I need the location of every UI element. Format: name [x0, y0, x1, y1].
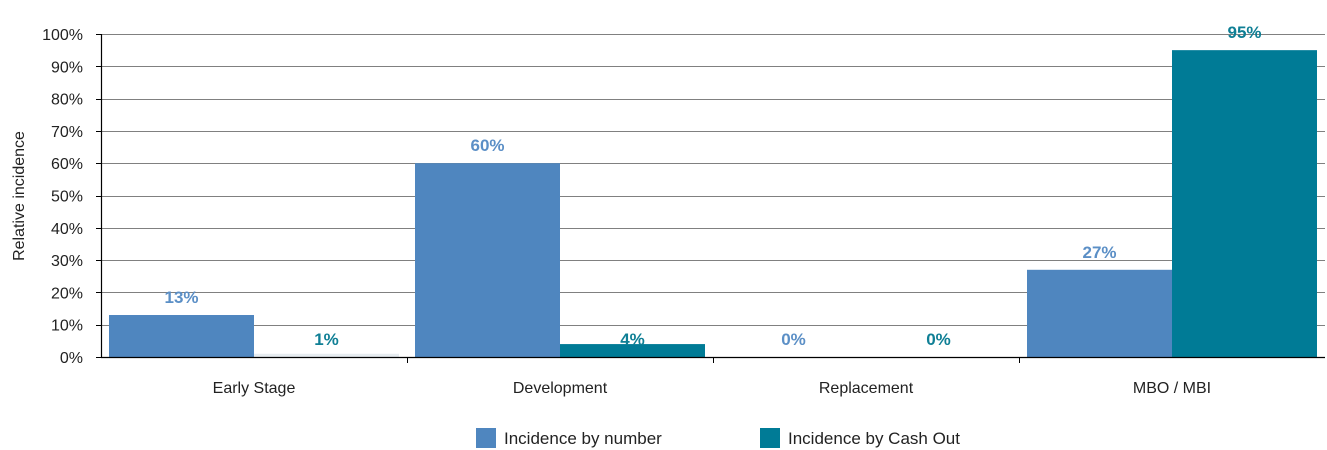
- legend-label: Incidence by Cash Out: [788, 429, 960, 448]
- bars: [109, 50, 1317, 358]
- data-label: 1%: [314, 330, 339, 349]
- x-category-label: Early Stage: [213, 380, 296, 397]
- y-tick-label: 60%: [51, 156, 83, 173]
- x-category-label: MBO / MBI: [1133, 380, 1211, 397]
- data-label: 0%: [926, 330, 951, 349]
- y-axis-title: Relative incidence: [11, 131, 28, 261]
- legend-swatch: [476, 428, 496, 448]
- y-tick-label: 20%: [51, 285, 83, 302]
- x-category-label: Replacement: [819, 380, 914, 397]
- y-tick-label: 30%: [51, 253, 83, 270]
- y-tick-label: 70%: [51, 124, 83, 141]
- y-tick-label: 90%: [51, 59, 83, 76]
- gridlines: [101, 34, 1325, 326]
- bar-incidence-by-cash-out: [560, 344, 705, 357]
- labels: 0% 10% 20% 30% 40% 50% 60% 70% 80% 90% 100% Early S…: [42, 23, 1261, 397]
- data-label: 13%: [164, 288, 198, 307]
- bar-incidence-by-number: [415, 163, 560, 357]
- data-label: 60%: [470, 136, 504, 155]
- y-tick-label: 40%: [51, 221, 83, 238]
- data-label: 95%: [1227, 23, 1261, 42]
- legend: Incidence by number Incidence by Cash Out: [476, 428, 960, 448]
- data-label: 27%: [1082, 243, 1116, 262]
- data-label: 0%: [781, 330, 806, 349]
- axes: [96, 34, 1325, 363]
- data-label: 4%: [620, 330, 645, 349]
- bar-incidence-by-number: [109, 315, 254, 357]
- y-tick-label: 0%: [60, 350, 83, 367]
- bar-incidence-by-cash-out: [1172, 50, 1317, 358]
- bar-incidence-by-number: [1027, 269, 1172, 357]
- y-tick-label: 10%: [51, 318, 83, 335]
- x-category-label: Development: [513, 380, 608, 397]
- y-tick-label: 50%: [51, 189, 83, 206]
- legend-label: Incidence by number: [504, 429, 662, 448]
- bar-incidence-by-cash-out: [254, 353, 399, 357]
- y-tick-label: 80%: [51, 92, 83, 109]
- y-tick-label: 100%: [42, 27, 83, 44]
- legend-swatch: [760, 428, 780, 448]
